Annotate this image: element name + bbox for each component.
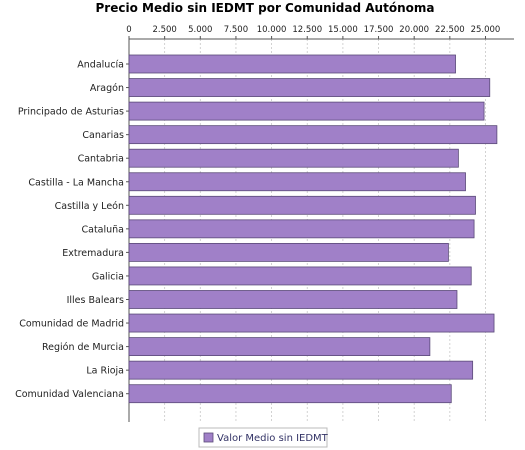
x-tick-label: 20.000 [399, 25, 429, 35]
tick-labels: 0 2.500 5.000 7.500 10.000 12.500 15.000 17.500… [126, 25, 500, 35]
category-label: Comunidad Valenciana [15, 389, 124, 400]
x-tick-label: 17.500 [364, 25, 394, 35]
bar [128, 384, 452, 404]
bar [128, 219, 475, 239]
x-tick-label: 10.000 [257, 25, 287, 35]
category-label: Castilla - La Mancha [28, 177, 124, 188]
category-label: La Rioja [86, 366, 124, 377]
legend: Valor Medio sin IEDMT [198, 427, 329, 448]
category-label: Illes Balears [67, 295, 124, 306]
category-label: Aragón [90, 83, 124, 94]
bar [128, 290, 458, 309]
bar [128, 54, 456, 74]
bar [128, 172, 466, 192]
chart-title: Precio Medio sin IEDMT por Comunidad Aut… [96, 1, 435, 15]
bar [128, 266, 472, 286]
x-tick-label: 2.500 [152, 25, 176, 35]
legend-swatch [203, 432, 214, 443]
category-label: Región de Murcia [42, 342, 124, 353]
category-labels: Andalucía Aragón Principado de Asturias Can… [15, 60, 124, 401]
x-tick-label: 12.500 [292, 25, 322, 35]
category-label: Principado de Asturias [18, 107, 124, 118]
x-tick-label: 25.000 [471, 25, 501, 35]
bar [128, 242, 449, 262]
category-label: Cantabria [78, 154, 124, 165]
x-tick-label: 7.500 [224, 25, 248, 35]
bar [128, 148, 459, 168]
category-label: Andalucía [77, 60, 124, 71]
bar [128, 101, 485, 121]
bars [128, 54, 498, 404]
category-label: Cataluña [81, 224, 124, 235]
bar [128, 78, 491, 97]
category-label: Comunidad de Madrid [19, 319, 124, 330]
x-tick-label: 22.500 [435, 25, 465, 35]
x-tick-label: 15.000 [328, 25, 358, 35]
category-label: Canarias [82, 130, 124, 141]
category-label: Extremadura [62, 248, 124, 259]
bar [128, 337, 431, 357]
bar [128, 313, 495, 333]
x-tick-label: 0 [126, 25, 131, 35]
legend-box [198, 427, 328, 448]
category-label: Galicia [92, 271, 124, 282]
category-label: Castilla y León [55, 201, 124, 212]
x-tick-label: 5.000 [188, 25, 212, 35]
legend-label: Valor Medio sin IEDMT [217, 433, 329, 444]
bar [128, 360, 474, 380]
bar [128, 195, 476, 215]
bar [128, 125, 498, 145]
